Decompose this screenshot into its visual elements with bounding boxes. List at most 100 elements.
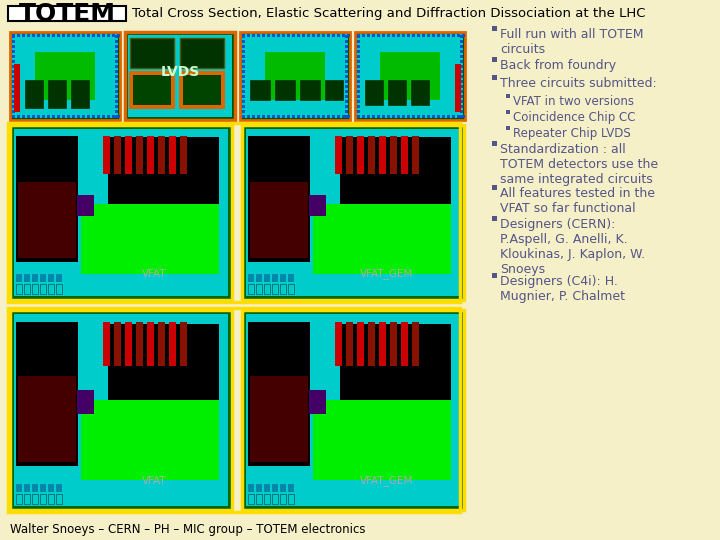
Bar [82,115,85,118]
Bar [130,38,174,68]
Bar [48,484,54,492]
Bar [345,45,348,48]
Bar [115,85,118,88]
Bar [317,34,320,37]
Bar [72,34,75,37]
Bar [365,80,383,105]
Bar [224,412,228,418]
Bar [456,324,460,330]
Bar [307,115,310,118]
Bar [82,34,85,37]
Bar [357,136,364,174]
Bar [242,100,245,103]
Bar [265,52,325,100]
Bar [367,34,370,37]
Bar [248,284,254,294]
Bar [180,38,224,68]
Bar [447,115,450,118]
Bar [242,60,245,63]
Bar [115,60,118,63]
Bar [460,75,463,78]
Bar [460,70,463,73]
Bar [456,130,460,136]
Bar [12,65,15,68]
Bar [345,40,348,43]
Bar [136,322,143,366]
Text: VFAT_GEM: VFAT_GEM [359,268,413,279]
Bar [125,322,132,366]
Bar [456,266,460,272]
Bar [325,80,343,100]
Bar [12,45,15,48]
Bar [492,141,497,146]
Bar [456,348,460,354]
Bar [456,202,460,208]
Bar [224,324,228,330]
Bar [456,178,460,184]
Bar [47,115,50,118]
Bar [42,115,45,118]
Bar [457,115,460,118]
Bar [115,70,118,73]
Bar [264,284,270,294]
Bar [56,284,62,294]
Text: Coincidence Chip CC: Coincidence Chip CC [513,111,636,124]
Bar [48,494,54,504]
Bar [327,115,330,118]
Text: All features tested in the
VFAT so far functional: All features tested in the VFAT so far f… [500,187,655,215]
Bar [37,34,40,37]
Bar [362,34,365,37]
Bar [22,115,25,118]
Bar [397,115,400,118]
Bar [357,95,360,98]
Bar [248,494,254,504]
Bar [12,95,15,98]
Bar [242,35,245,38]
Bar [368,136,375,174]
Bar [40,274,46,282]
Bar [252,115,255,118]
Bar [288,484,294,492]
Bar [275,80,295,100]
Bar [302,115,305,118]
Bar [332,34,335,37]
Bar [40,284,46,294]
Bar [346,322,354,366]
Bar [292,115,295,118]
Bar [32,115,35,118]
Bar [248,484,254,492]
Bar [115,75,118,78]
Bar [246,129,460,296]
Bar [48,274,54,282]
Bar [17,34,20,37]
Bar [401,136,408,174]
Bar [282,115,285,118]
Bar [422,115,425,118]
Bar [16,274,22,282]
Bar [462,115,465,118]
Bar [372,34,375,37]
Bar [224,266,228,272]
Bar [452,115,455,118]
Bar [14,314,228,506]
Bar [456,364,460,370]
Bar [456,388,460,394]
Bar [427,34,430,37]
Bar [12,85,15,88]
Bar [432,115,435,118]
Bar [250,80,270,100]
Bar [412,34,415,37]
Bar [8,6,126,21]
Bar [224,468,228,474]
Bar [81,204,219,274]
Bar [345,55,348,58]
Bar [72,115,75,118]
Bar [62,115,65,118]
Bar [460,90,463,93]
Bar [492,273,497,278]
Bar [379,136,386,174]
Bar [32,34,35,37]
Bar [506,126,510,130]
Bar [112,115,115,118]
Bar [347,34,350,37]
